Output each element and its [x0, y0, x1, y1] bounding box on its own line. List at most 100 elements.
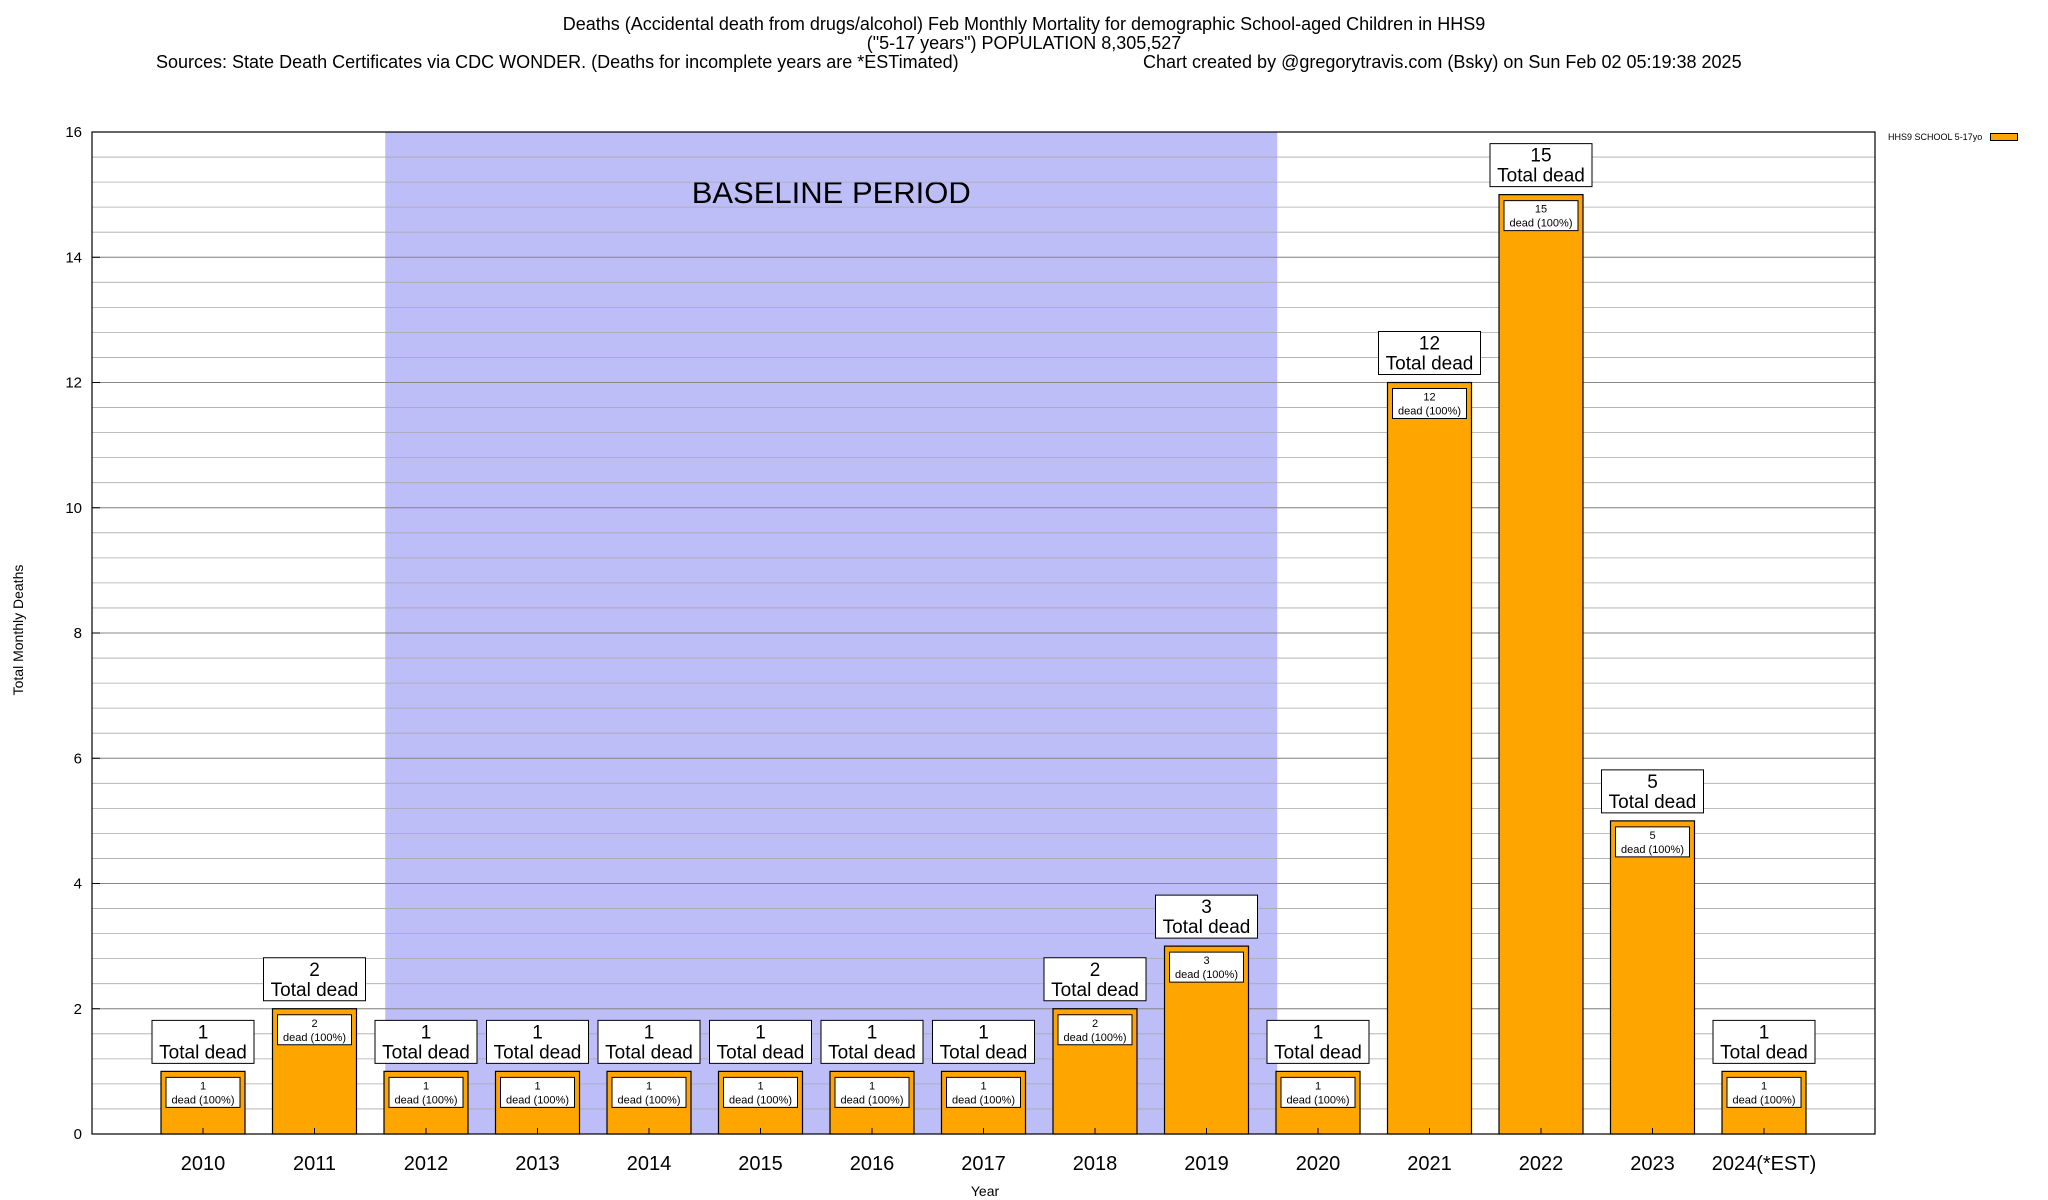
- bar-inner-percent: dead (100%): [729, 1094, 792, 1106]
- x-tick-label: 2024(*EST): [1712, 1153, 1817, 1175]
- y-tick-label: 14: [65, 249, 82, 266]
- bar-total-label-box: [709, 1019, 812, 1064]
- bar-inner-percent: dead (100%): [952, 1094, 1015, 1106]
- baseline-period-label: BASELINE PERIOD: [692, 175, 971, 210]
- bar-total-value: 1: [867, 1022, 878, 1043]
- bar-total-value: 3: [1201, 897, 1212, 918]
- sources-note: Sources: State Death Certificates via CD…: [156, 52, 959, 72]
- legend: HHS9 SCHOOL 5-17yo: [1888, 132, 2019, 142]
- x-tick-label: 2023: [1630, 1153, 1675, 1175]
- bar-total-caption: Total dead: [1609, 792, 1697, 813]
- bar-total-value: 1: [1759, 1022, 1770, 1043]
- bar-inner-count: 1: [757, 1080, 763, 1092]
- bar-total-value: 1: [644, 1022, 655, 1043]
- bar-inner-label-box: [946, 1076, 1021, 1108]
- bar-inner-label-box: [1726, 1076, 1802, 1108]
- bar-total-label-box: [1601, 769, 1704, 814]
- bar-inner-count: 1: [1315, 1080, 1321, 1092]
- bar-inner-percent: dead (100%): [841, 1094, 904, 1106]
- y-axis-label: Total Monthly Deaths: [10, 564, 26, 696]
- bar-inner-label-box: [723, 1076, 798, 1108]
- y-tick-label: 16: [65, 124, 82, 141]
- bar-total-caption: Total dead: [1274, 1042, 1362, 1063]
- bar-total-value: 1: [978, 1022, 989, 1043]
- y-tick-label: 4: [74, 876, 82, 893]
- bar-inner-count: 1: [1761, 1080, 1767, 1092]
- bar-total-value: 1: [198, 1022, 209, 1043]
- bar-total-label-box: [1266, 1019, 1370, 1064]
- bar-total-caption: Total dead: [1386, 354, 1474, 375]
- bar-total-value: 12: [1419, 334, 1440, 355]
- x-tick-label: 2013: [515, 1153, 560, 1175]
- bar-inner-count: 2: [1092, 1018, 1098, 1030]
- bar-inner-label-box: [611, 1076, 687, 1108]
- bar-inner-percent: dead (100%): [1510, 218, 1573, 230]
- bar-inner-percent: dead (100%): [1287, 1094, 1350, 1106]
- x-tick-label: 2014: [627, 1153, 672, 1175]
- bar-total-label-box: [1489, 143, 1593, 188]
- bar-inner-percent: dead (100%): [172, 1094, 235, 1106]
- bar-total-value: 1: [1313, 1022, 1324, 1043]
- bar-inner-percent: dead (100%): [506, 1094, 569, 1106]
- y-tick-label: 6: [74, 750, 82, 767]
- legend-swatch: [1990, 133, 2019, 141]
- x-tick-label: 2010: [181, 1153, 226, 1175]
- bar-inner-label-box: [1392, 388, 1467, 419]
- bar-inner-count: 1: [869, 1080, 875, 1092]
- x-tick-label: 2015: [738, 1153, 783, 1175]
- bar-inner-label-box: [1503, 200, 1579, 232]
- bar-total-label-box: [374, 1019, 478, 1064]
- bar-total-caption: Total dead: [271, 980, 359, 1001]
- bar: [1609, 820, 1696, 1135]
- bar-total-caption: Total dead: [382, 1042, 470, 1063]
- x-tick-label: 2012: [404, 1153, 449, 1175]
- bar-inner-percent: dead (100%): [1621, 844, 1684, 856]
- bar-total-value: 15: [1530, 146, 1551, 167]
- bar-total-caption: Total dead: [1720, 1042, 1808, 1063]
- bar-total-value: 1: [532, 1022, 543, 1043]
- bar-inner-label-box: [1169, 951, 1244, 983]
- bar-inner-percent: dead (100%): [1064, 1032, 1127, 1044]
- bar-total-label-box: [151, 1019, 255, 1064]
- bar-inner-count: 3: [1203, 955, 1209, 967]
- bar-total-caption: Total dead: [1051, 980, 1139, 1001]
- bar-inner-count: 1: [980, 1080, 986, 1092]
- bar-total-value: 2: [1090, 960, 1101, 981]
- x-tick-label: 2017: [961, 1153, 1006, 1175]
- chart-credit: Chart created by @gregorytravis.com (Bsk…: [1143, 52, 1742, 72]
- bar-total-caption: Total dead: [940, 1042, 1028, 1063]
- bar-inner-label-box: [500, 1076, 575, 1108]
- bar: [1386, 381, 1473, 1135]
- chart-subtitle: ("5-17 years") POPULATION 8,305,527: [866, 33, 1182, 53]
- y-tick-label: 12: [65, 375, 82, 392]
- bar-total-label-box: [1712, 1019, 1816, 1064]
- bar-inner-count: 12: [1423, 392, 1435, 404]
- bar-inner-count: 1: [423, 1080, 429, 1092]
- bar-inner-percent: dead (100%): [283, 1032, 346, 1044]
- bar-total-label-box: [263, 957, 366, 1002]
- bar-total-label-box: [1043, 957, 1147, 1002]
- x-tick-label: 2020: [1296, 1153, 1341, 1175]
- bar-inner-label-box: [834, 1076, 910, 1108]
- bar-inner-count: 2: [311, 1018, 317, 1030]
- bar-inner-count: 5: [1649, 830, 1655, 842]
- bar-total-label-box: [597, 1019, 701, 1064]
- bar-inner-percent: dead (100%): [1398, 406, 1461, 418]
- bar-total-value: 5: [1647, 772, 1658, 793]
- bar-inner-percent: dead (100%): [395, 1094, 458, 1106]
- bar-inner-label-box: [1615, 826, 1690, 858]
- bar-inner-percent: dead (100%): [1175, 969, 1238, 981]
- bar-total-caption: Total dead: [605, 1042, 693, 1063]
- bar-total-caption: Total dead: [159, 1042, 247, 1063]
- x-axis-label: Year: [970, 1183, 1000, 1199]
- bar-inner-label-box: [1057, 1014, 1133, 1046]
- bar-inner-label-box: [277, 1014, 352, 1046]
- bar-total-label-box: [486, 1019, 589, 1064]
- bar-total-label-box: [820, 1019, 924, 1064]
- x-tick-label: 2011: [293, 1153, 336, 1175]
- bar-inner-count: 1: [646, 1080, 652, 1092]
- bar-inner-count: 1: [200, 1080, 206, 1092]
- y-tick-label: 8: [74, 625, 82, 642]
- chart-title: Deaths (Accidental death from drugs/alco…: [562, 14, 1486, 34]
